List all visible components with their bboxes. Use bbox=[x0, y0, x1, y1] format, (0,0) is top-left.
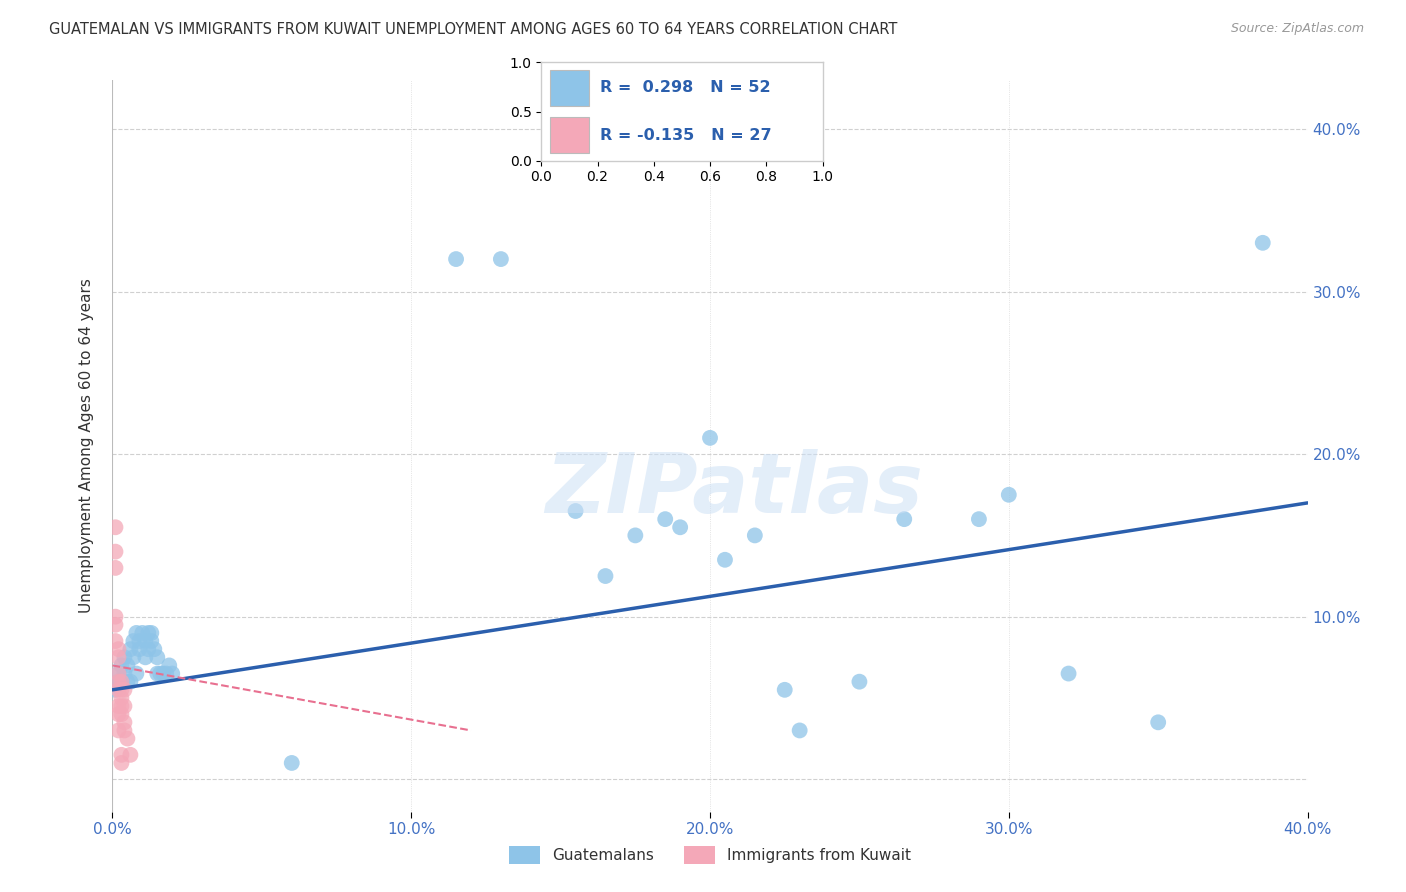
Point bbox=[114, 666, 135, 681]
Text: ZIPatlas: ZIPatlas bbox=[546, 450, 922, 531]
Point bbox=[131, 626, 153, 640]
Point bbox=[107, 666, 129, 681]
Point bbox=[281, 756, 304, 770]
Point bbox=[114, 650, 135, 665]
Point bbox=[143, 642, 166, 657]
Text: R =  0.298   N = 52: R = 0.298 N = 52 bbox=[600, 80, 770, 95]
Point bbox=[107, 682, 129, 697]
Point bbox=[138, 642, 160, 657]
Point bbox=[125, 666, 148, 681]
Point bbox=[120, 642, 142, 657]
Point bbox=[114, 699, 135, 714]
Point bbox=[489, 252, 512, 266]
Point bbox=[107, 642, 129, 657]
Point bbox=[128, 642, 150, 657]
Point bbox=[107, 674, 129, 689]
Point bbox=[120, 747, 142, 762]
Bar bbox=[550, 118, 589, 153]
Point bbox=[120, 674, 142, 689]
Point bbox=[107, 650, 129, 665]
Point bbox=[104, 634, 127, 648]
Point bbox=[122, 634, 145, 648]
Point bbox=[714, 553, 737, 567]
Point bbox=[107, 674, 129, 689]
Point bbox=[152, 666, 174, 681]
Point bbox=[134, 650, 156, 665]
Point bbox=[114, 723, 135, 738]
Text: Source: ZipAtlas.com: Source: ZipAtlas.com bbox=[1230, 22, 1364, 36]
Point bbox=[155, 666, 177, 681]
Point bbox=[110, 674, 132, 689]
Point bbox=[146, 650, 169, 665]
Bar bbox=[550, 70, 589, 105]
Point bbox=[1147, 715, 1170, 730]
Point bbox=[104, 682, 127, 697]
Point bbox=[104, 609, 127, 624]
Point bbox=[110, 674, 132, 689]
Point bbox=[107, 699, 129, 714]
Y-axis label: Unemployment Among Ages 60 to 64 years: Unemployment Among Ages 60 to 64 years bbox=[79, 278, 94, 614]
Point bbox=[128, 634, 150, 648]
Point bbox=[141, 626, 163, 640]
Point bbox=[110, 690, 132, 705]
Point bbox=[114, 715, 135, 730]
Point bbox=[848, 674, 870, 689]
Point bbox=[669, 520, 692, 534]
Point bbox=[967, 512, 990, 526]
Point bbox=[1057, 666, 1080, 681]
Text: R = -0.135   N = 27: R = -0.135 N = 27 bbox=[600, 128, 772, 143]
Point bbox=[117, 731, 139, 746]
Point bbox=[998, 488, 1021, 502]
Point bbox=[104, 617, 127, 632]
Point bbox=[157, 658, 180, 673]
Point bbox=[107, 666, 129, 681]
Point bbox=[117, 674, 139, 689]
Text: GUATEMALAN VS IMMIGRANTS FROM KUWAIT UNEMPLOYMENT AMONG AGES 60 TO 64 YEARS CORR: GUATEMALAN VS IMMIGRANTS FROM KUWAIT UNE… bbox=[49, 22, 897, 37]
Point bbox=[110, 658, 132, 673]
Point bbox=[789, 723, 811, 738]
Point bbox=[117, 658, 139, 673]
Point bbox=[110, 682, 132, 697]
Point bbox=[138, 626, 160, 640]
Point bbox=[773, 682, 796, 697]
Point bbox=[444, 252, 467, 266]
Point bbox=[893, 512, 915, 526]
Point bbox=[125, 626, 148, 640]
Point bbox=[654, 512, 676, 526]
Point bbox=[114, 682, 135, 697]
Point bbox=[744, 528, 766, 542]
Point bbox=[104, 561, 127, 575]
Point bbox=[107, 723, 129, 738]
Point bbox=[149, 666, 172, 681]
Point bbox=[110, 707, 132, 722]
Point bbox=[1251, 235, 1274, 250]
Point bbox=[110, 699, 132, 714]
Point bbox=[564, 504, 586, 518]
Point bbox=[107, 707, 129, 722]
Point bbox=[141, 634, 163, 648]
Point bbox=[595, 569, 617, 583]
Point bbox=[122, 650, 145, 665]
Point bbox=[110, 747, 132, 762]
Point bbox=[110, 756, 132, 770]
Point bbox=[699, 431, 721, 445]
Point bbox=[162, 666, 183, 681]
Point bbox=[104, 544, 127, 558]
Point bbox=[104, 520, 127, 534]
Legend: Guatemalans, Immigrants from Kuwait: Guatemalans, Immigrants from Kuwait bbox=[503, 840, 917, 870]
Point bbox=[624, 528, 647, 542]
Point bbox=[134, 634, 156, 648]
Point bbox=[146, 666, 169, 681]
